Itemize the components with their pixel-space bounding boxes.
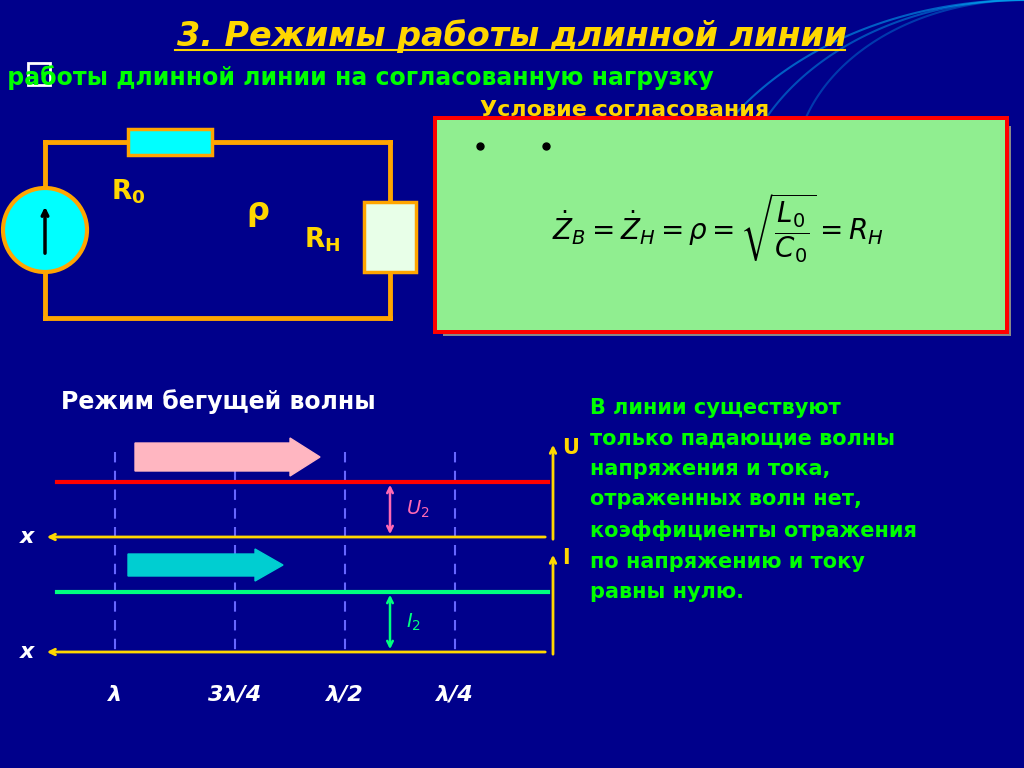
Text: $\mathbf{R_H}$: $\mathbf{R_H}$	[304, 226, 340, 254]
Text: Режим работы длинной линии на согласованную нагрузку: Режим работы длинной линии на согласован…	[0, 65, 714, 91]
Text: 3. Режимы работы длинной линии: 3. Режимы работы длинной линии	[177, 19, 847, 53]
FancyBboxPatch shape	[128, 129, 212, 155]
FancyArrow shape	[135, 438, 319, 476]
Text: $\mathbf{R_0}$: $\mathbf{R_0}$	[111, 178, 145, 207]
Text: $U_2$: $U_2$	[406, 499, 429, 520]
FancyBboxPatch shape	[443, 126, 1011, 336]
FancyBboxPatch shape	[437, 120, 1005, 330]
Text: λ/2: λ/2	[326, 685, 364, 705]
Circle shape	[3, 188, 87, 272]
Text: U: U	[562, 438, 579, 458]
Text: $\mathbf{\rho}$: $\mathbf{\rho}$	[247, 198, 269, 229]
Text: В линии существуют
только падающие волны
напряжения и тока,
отраженных волн нет,: В линии существуют только падающие волны…	[590, 398, 918, 602]
FancyBboxPatch shape	[364, 202, 416, 272]
Text: 3λ/4: 3λ/4	[208, 685, 261, 705]
Text: λ/4: λ/4	[436, 685, 474, 705]
Text: x: x	[19, 527, 34, 547]
Text: Условие согласования: Условие согласования	[480, 100, 770, 120]
Text: I: I	[562, 548, 569, 568]
Text: Режим бегущей волны: Режим бегущей волны	[60, 389, 376, 415]
FancyArrow shape	[128, 549, 283, 581]
FancyBboxPatch shape	[28, 63, 50, 85]
Text: λ: λ	[108, 685, 122, 705]
Text: $\dot{Z}_B = \dot{Z}_H = \rho = \sqrt{\dfrac{L_0}{C_0}} = R_H$: $\dot{Z}_B = \dot{Z}_H = \rho = \sqrt{\d…	[552, 191, 884, 265]
Text: $I_2$: $I_2$	[406, 611, 421, 633]
FancyBboxPatch shape	[433, 116, 1009, 334]
Text: x: x	[19, 642, 34, 662]
